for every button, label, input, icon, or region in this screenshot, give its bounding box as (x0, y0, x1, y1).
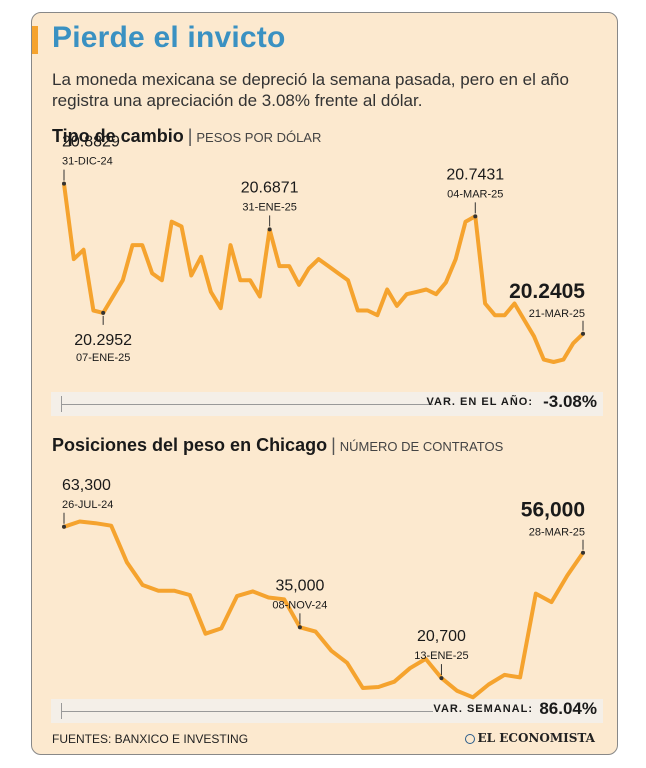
annotation-date: 26-JUL-24 (62, 499, 113, 511)
annotation-value: 20.7431 (446, 166, 504, 183)
chart1-title: Tipo de cambio (52, 126, 184, 146)
annotation-value: 20.6871 (241, 179, 299, 196)
annotation-marker (581, 550, 585, 555)
series-line (62, 181, 585, 364)
annotation-value: 20,700 (417, 628, 466, 645)
annotation-value: 20.8829 (62, 134, 120, 151)
chart2-heading: Posiciones del peso en Chicago | NÚMERO DE… (52, 435, 504, 455)
chart1-variation-value: -3.08% (543, 392, 597, 411)
annotation-marker (267, 227, 272, 232)
annotation-value: 56,000 (521, 499, 585, 522)
annotation-marker (101, 310, 106, 315)
annotation-marker (581, 331, 585, 336)
annotation-value: 20.2405 (509, 280, 585, 303)
chart1-variation-row: VAR. EN EL AÑO: -3.08% (51, 392, 603, 416)
annotation-date: 04-MAR-25 (447, 188, 503, 200)
variation-line (61, 711, 433, 712)
chart2-variation-row: VAR. SEMANAL: 86.04% (51, 699, 603, 723)
annotation-marker (62, 181, 66, 186)
chart1-variation-label: VAR. EN EL AÑO: (426, 396, 533, 408)
annotation-value: 20.2952 (74, 332, 132, 349)
annotation-date: 13-ENE-25 (414, 650, 468, 662)
annotation-marker (439, 676, 444, 681)
chart2-variation-label: VAR. SEMANAL: (433, 703, 533, 715)
page-title: Pierde el invicto (52, 21, 286, 54)
title-accent-bar (32, 26, 38, 54)
subtitle: La moneda mexicana se depreció la semana… (52, 70, 569, 110)
annotation-date: 07-ENE-25 (76, 352, 130, 364)
logo-mark-icon (464, 733, 475, 744)
annotation-date: 21-MAR-25 (529, 308, 585, 320)
annotation-date: 31-ENE-25 (242, 201, 296, 213)
sources: FUENTES: BANXICO E INVESTING (52, 732, 249, 746)
annotation-marker (297, 625, 302, 630)
variation-line (61, 404, 433, 405)
annotation-marker (473, 214, 478, 219)
series-line (62, 519, 585, 700)
chart2-variation-value: 86.04% (539, 699, 597, 718)
exchange-rate-chart: 20.8829 31-DIC-24 20.2952 07-ENE-25 20.6871 3… (62, 134, 585, 364)
publisher-logo: EL ECONOMISTA (464, 731, 595, 745)
chart2-unit: NÚMERO DE CONTRATOS (339, 439, 504, 454)
annotation-date: 31-DIC-24 (62, 156, 113, 168)
infographic-card: Pierde el invicto La moneda mexicana se … (31, 12, 618, 755)
annotation-date: 08-NOV-24 (272, 599, 327, 611)
annotation-date: 28-MAR-25 (529, 527, 585, 539)
annotation-marker (62, 524, 66, 529)
chart1-heading: Tipo de cambio | PESOS POR DÓLAR (52, 126, 322, 146)
chart2-title: Posiciones del peso en Chicago (52, 435, 328, 455)
annotation-value: 35,000 (275, 577, 324, 594)
logo-text: EL ECONOMISTA (477, 731, 595, 745)
chart1-unit: PESOS POR DÓLAR (196, 130, 322, 145)
chicago-positions-chart: 63,300 26-JUL-24 35,000 08-NOV-24 20,700 13-E… (62, 477, 585, 700)
annotation-value: 63,300 (62, 477, 111, 494)
